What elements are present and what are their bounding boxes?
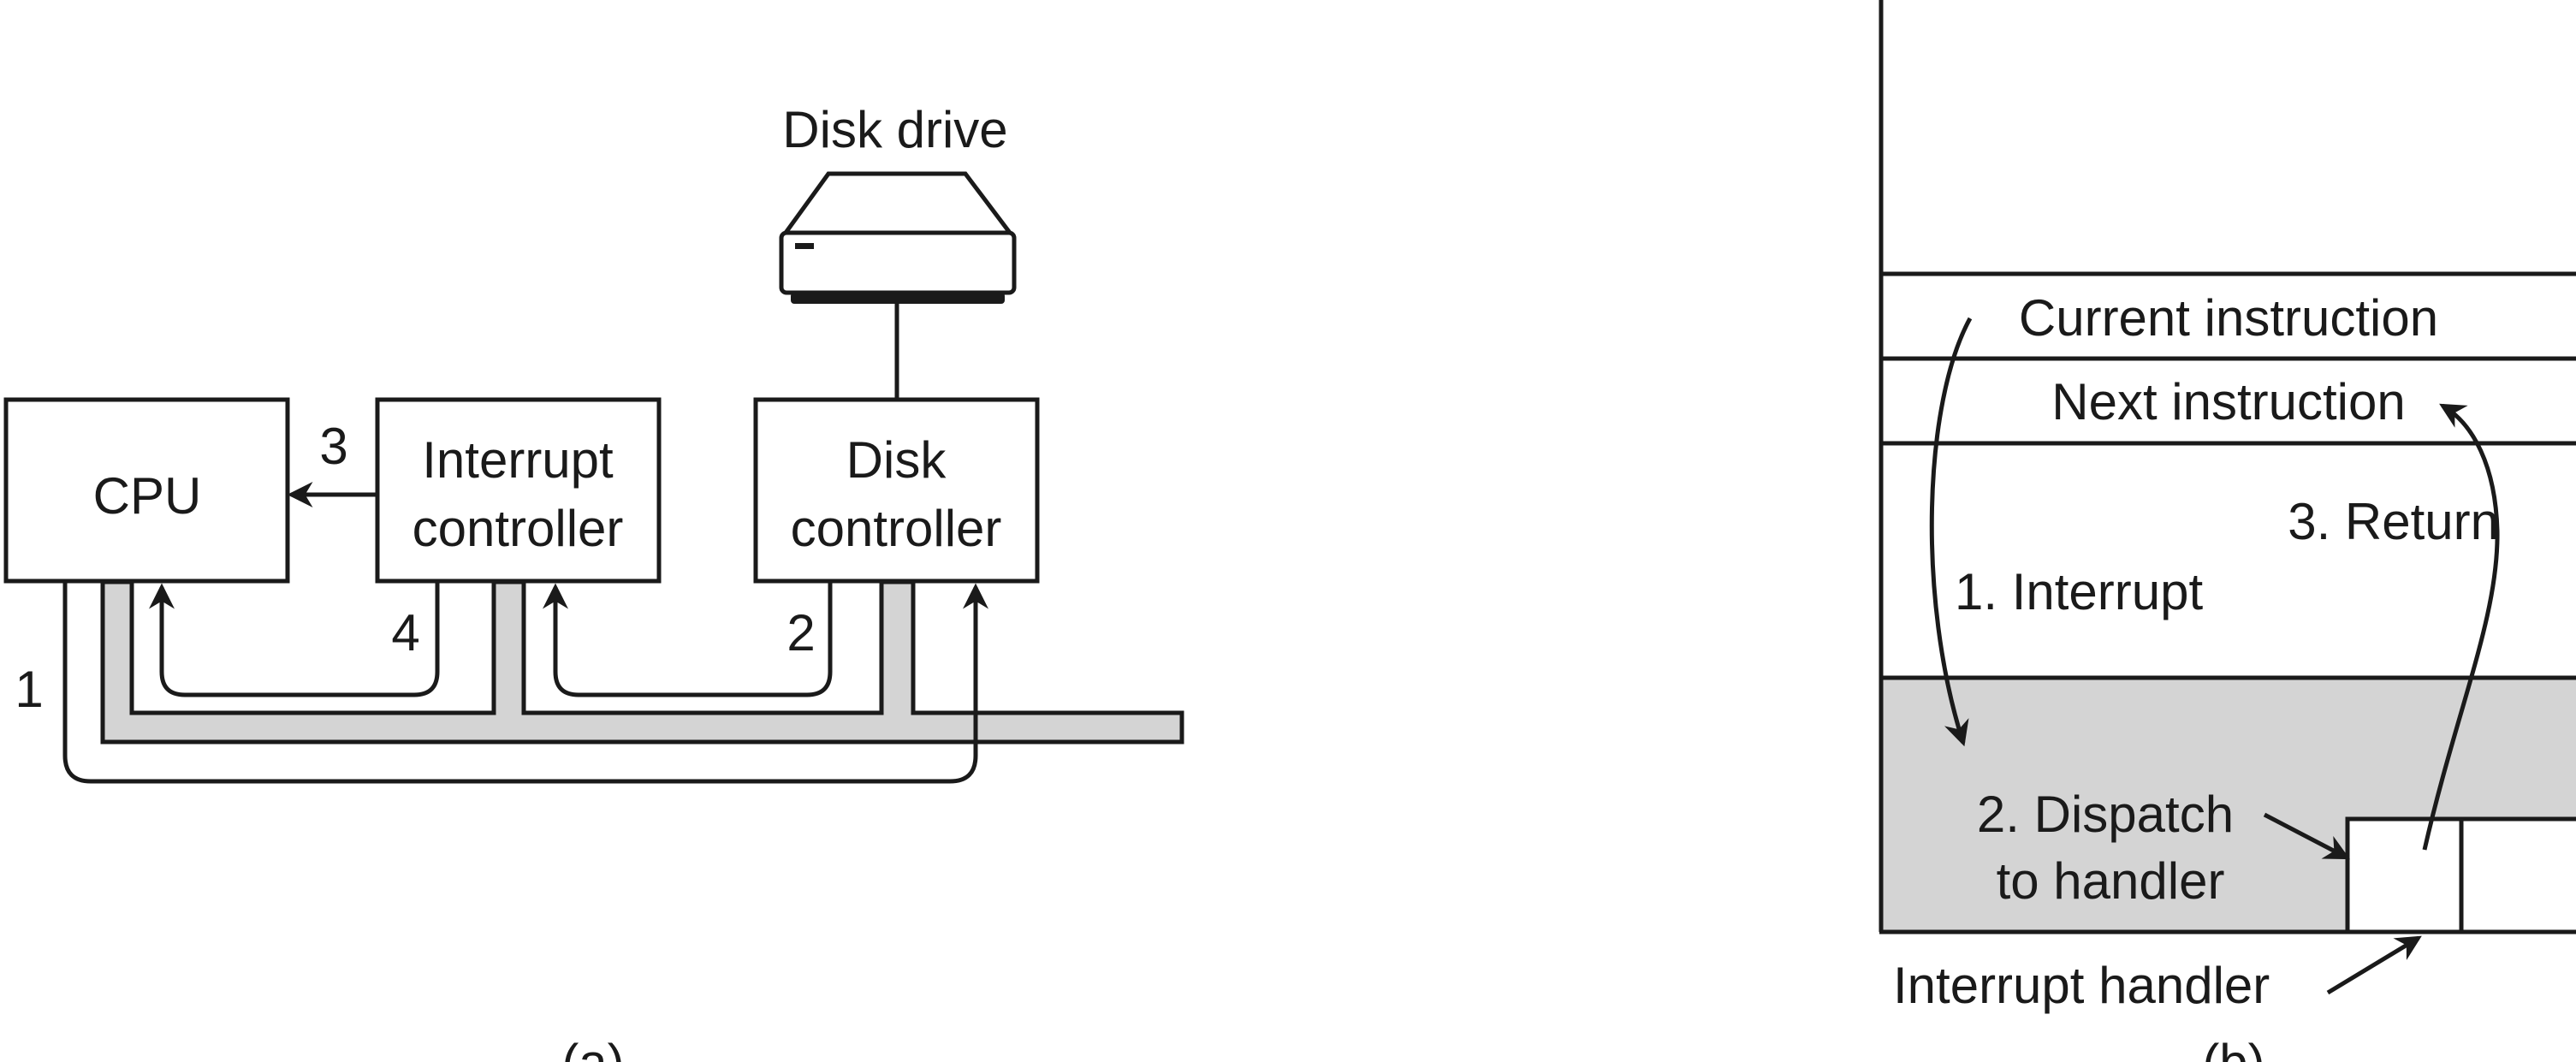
dispatch-label-line1: 2. Dispatch — [1977, 786, 2234, 843]
interrupt-controller-label-line2: controller — [413, 500, 624, 557]
dispatch-label-line2: to handler — [1997, 852, 2225, 910]
arrow-step-2 — [543, 581, 833, 697]
disk-drive-icon — [779, 171, 1017, 304]
interrupt-controller-box — [375, 397, 662, 584]
step-label-3: 3 — [319, 418, 347, 475]
interrupt-step-label: 1. Interrupt — [1955, 563, 2203, 620]
cpu-label: CPU — [93, 467, 202, 525]
step-label-1: 1 — [15, 661, 43, 718]
arrow-step-1 — [62, 581, 988, 784]
interrupt-controller-label-line1: Interrupt — [422, 431, 614, 489]
caption-a: (a) — [561, 1034, 624, 1062]
arrow-step-4 — [149, 581, 440, 697]
arrow-return — [2422, 403, 2500, 851]
part-b: Current instruction Next instruction 3. … — [1879, 0, 2576, 1062]
step-label-4: 4 — [391, 604, 419, 662]
interrupt-handler-label: Interrupt handler — [1893, 957, 2270, 1014]
arrow-interrupt — [1929, 317, 1973, 747]
arrow-dispatch — [2263, 812, 2350, 860]
arrow-handler-pointer — [2326, 935, 2422, 995]
interrupt-handler-box — [2345, 816, 2464, 934]
next-instruction-label: Next instruction — [2051, 373, 2406, 430]
current-instruction-label: Current instruction — [2019, 289, 2438, 347]
system-bus — [100, 579, 1184, 745]
caption-b: (b) — [2202, 1034, 2264, 1062]
step-label-2: 2 — [786, 604, 815, 662]
disk-controller-box — [753, 397, 1040, 584]
disk-controller-label-line1: Disk — [846, 431, 947, 489]
disk-controller-label-line2: controller — [791, 500, 1002, 557]
part-a: Disk drive CPU Interrupt controller Disk… — [3, 101, 1184, 1062]
adjacent-handler-box — [2459, 816, 2576, 934]
return-label: 3. Return — [2288, 493, 2499, 550]
disk-drive-label: Disk drive — [782, 101, 1007, 158]
